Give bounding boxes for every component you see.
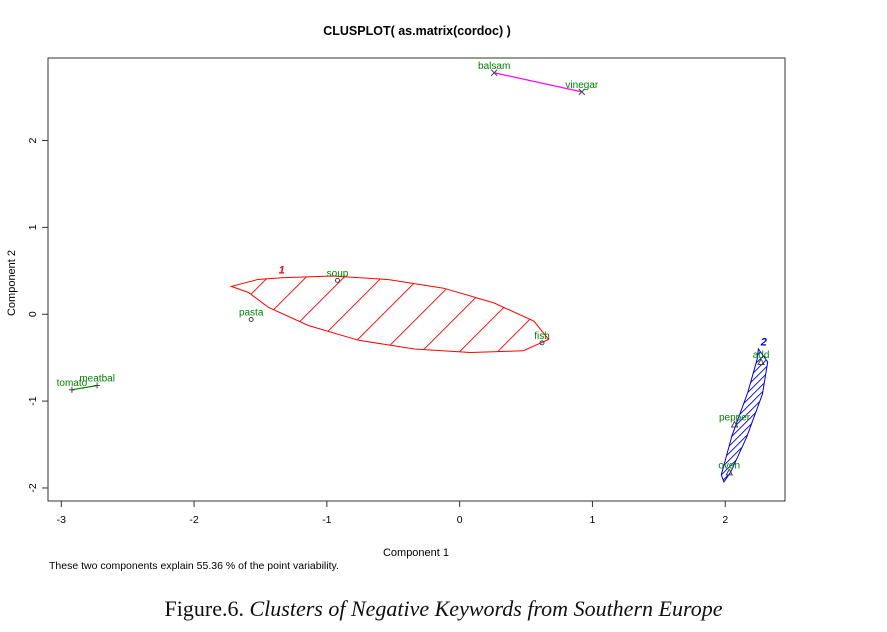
point-label-fish: fish [534, 331, 550, 342]
hatch-line [721, 349, 736, 482]
hatch-line [763, 349, 768, 482]
x-tick-label-1: -2 [189, 514, 198, 526]
point-marker-pepper [730, 420, 739, 428]
cluster-2-ellipse [720, 347, 769, 483]
hatch-line [840, 349, 887, 482]
hatch-line [721, 349, 768, 482]
point-pasta: pasta [239, 307, 264, 322]
point-label-add: add [753, 350, 770, 361]
point-label-soup: soup [327, 268, 349, 279]
point-label-pepper: pepper [719, 413, 751, 424]
cluster-label-2: 2 [760, 337, 767, 349]
hatch-line [777, 349, 887, 482]
point-marker-vinegar [578, 88, 586, 96]
y-tick-label-3: 1 [27, 224, 39, 230]
hatch-line [721, 349, 768, 482]
hatch-line [306, 276, 384, 353]
hatch-line [861, 349, 887, 482]
x-tick-label-0: -3 [57, 514, 66, 526]
hatch-line [268, 276, 346, 353]
point-soup: soup [327, 268, 349, 283]
x-tick-label-4: 1 [590, 514, 596, 526]
cluster-segment-3 [71, 384, 98, 391]
hatch-line [420, 276, 498, 353]
hatch-line [382, 276, 460, 353]
point-marker-fish [539, 340, 545, 346]
point-fish: fish [534, 331, 550, 346]
hatch-line [721, 349, 768, 482]
hatch-line [770, 349, 887, 482]
point-label-vinegar: vinegar [565, 80, 598, 91]
clusters-layer: 12 [71, 72, 887, 483]
cluster-1-ellipse [229, 275, 550, 354]
point-marker-pasta [248, 316, 254, 322]
caption-text: Clusters of Negative Keywords from South… [249, 596, 723, 621]
hatch-line [231, 276, 232, 353]
hatch-line [721, 349, 768, 482]
hatch-line [805, 349, 887, 482]
point-vinegar: vinegar [565, 80, 599, 96]
point-balsam: balsam [478, 61, 510, 77]
hatch-line [721, 349, 722, 482]
point-pepper: pepper [719, 413, 751, 428]
hatch-line [749, 349, 768, 482]
point-meatbal: meatbal [79, 373, 115, 389]
hatch-line [847, 349, 887, 482]
hatch-line [798, 349, 887, 482]
hatch-line [721, 349, 729, 482]
y-tick-label-4: 2 [27, 137, 39, 143]
hatch-line [458, 276, 536, 353]
variability-footnote: These two components explain 55.36 % of … [49, 560, 339, 572]
cluster-label-1: 1 [279, 264, 285, 276]
hatch-line [756, 349, 768, 482]
y-axis-label: Component 2 [6, 250, 18, 316]
y-tick-label-0: -2 [27, 483, 39, 492]
plot-frame [47, 57, 786, 502]
point-marker-oven [725, 468, 734, 476]
hatch-line [854, 349, 887, 482]
hatch-line [573, 276, 649, 352]
hatch-line [882, 349, 887, 482]
cluster-segment-2 [494, 72, 582, 93]
point-label-balsam: balsam [478, 61, 510, 72]
point-label-meatbal: meatbal [79, 373, 115, 384]
x-axis-label: Component 1 [383, 547, 449, 559]
point-marker-add [757, 357, 765, 366]
hatch-line [721, 349, 768, 482]
hatch-line [231, 276, 270, 353]
hatch-line [611, 276, 687, 352]
chart-title: CLUSPLOT( as.matrix(cordoc) ) [323, 24, 511, 38]
figure-caption: Figure.6. Clusters of Negative Keywords … [0, 596, 887, 622]
point-marker-soup [334, 277, 340, 283]
hatch-line [721, 349, 768, 482]
hatch-line [819, 349, 887, 482]
hatch-line [791, 349, 887, 482]
hatch-line [875, 349, 887, 482]
axes-layer: -3 -2 -1 0 1 2 -2 -1 0 1 2 [27, 137, 728, 526]
hatch-line [826, 349, 887, 482]
point-tomato: tomato [57, 378, 88, 393]
point-label-oven: oven [718, 460, 740, 471]
caption-label: Figure.6. [164, 596, 244, 621]
point-label-pasta: pasta [239, 307, 264, 318]
y-tick-label-2: 0 [27, 311, 39, 317]
hatch-line [721, 349, 768, 482]
y-tick-label-1: -1 [27, 396, 39, 405]
x-tick-label-3: 0 [457, 514, 463, 526]
point-marker-balsam [490, 69, 498, 77]
hatch-line [812, 349, 887, 482]
hatch-line [735, 349, 768, 482]
point-label-tomato: tomato [57, 378, 88, 389]
hatch-line [742, 349, 768, 482]
point-add: add [753, 350, 770, 366]
point-oven: oven [718, 460, 740, 476]
x-tick-label-5: 2 [722, 514, 728, 526]
x-tick-label-2: -1 [322, 514, 331, 526]
hatch-line [868, 349, 887, 482]
hatch-line [344, 276, 422, 353]
hatch-line [833, 349, 887, 482]
hatch-line [784, 349, 887, 482]
